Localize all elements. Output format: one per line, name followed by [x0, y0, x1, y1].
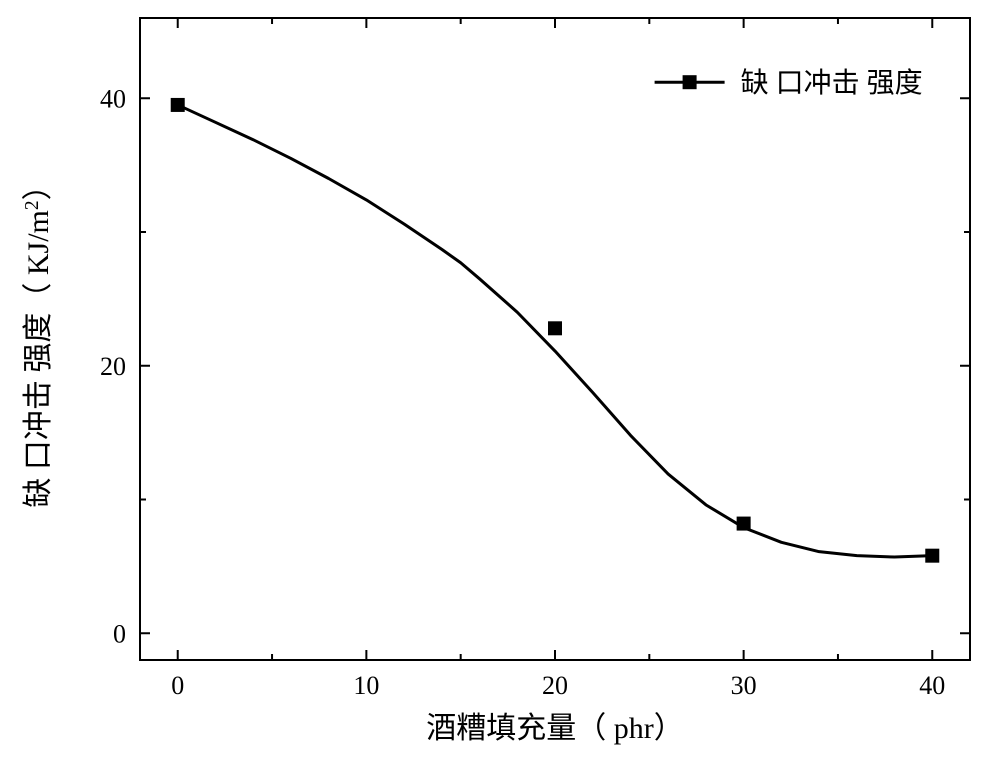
- x-tick-label: 10: [353, 671, 379, 700]
- y-tick-label: 20: [100, 352, 126, 381]
- x-tick-label: 0: [171, 671, 184, 700]
- y-tick-label: 0: [113, 619, 126, 648]
- x-tick-label: 40: [919, 671, 945, 700]
- series-marker: [548, 321, 562, 335]
- series-marker: [737, 517, 751, 531]
- chart-container: 0 10 20 30 40 0 20 40 酒糟填充量（ phr） 缺 口冲击 强度（ KJ/m2…: [0, 0, 1000, 759]
- legend-label: 缺 口冲击 强度: [741, 67, 923, 99]
- x-tick-label: 20: [542, 671, 568, 700]
- series-marker: [925, 549, 939, 563]
- plot-bg: [0, 0, 1000, 759]
- x-axis-label: 酒糟填充量（ phr）: [426, 712, 684, 745]
- y-tick-label: 40: [100, 84, 126, 113]
- series-marker: [171, 98, 185, 112]
- legend-marker: [683, 75, 697, 89]
- y-axis-label: 缺 口冲击 强度（ KJ/m2）: [22, 170, 56, 507]
- x-tick-label: 30: [731, 671, 757, 700]
- chart-svg: 0 10 20 30 40 0 20 40 酒糟填充量（ phr） 缺 口冲击 强度（ KJ/m2…: [0, 0, 1000, 759]
